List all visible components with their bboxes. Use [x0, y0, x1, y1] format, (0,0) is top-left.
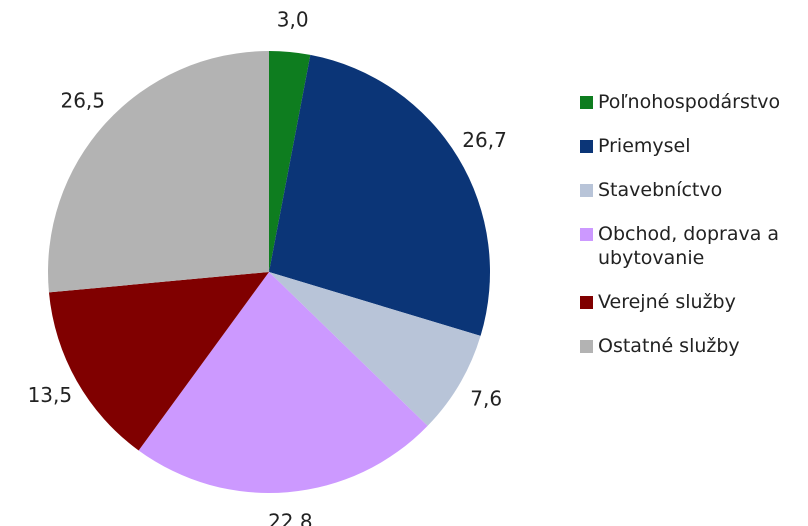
data-label: 22,8 [268, 510, 313, 526]
legend: Poľnohospodárstvo Priemysel Stavebníctvo Ob… [580, 90, 805, 378]
pie-slice [269, 51, 311, 272]
legend-item: Poľnohospodárstvo [580, 90, 805, 114]
legend-swatch [580, 140, 593, 153]
pie-slice [47, 51, 269, 293]
legend-swatch [580, 340, 593, 353]
legend-item: Priemysel [580, 134, 805, 158]
data-label: 7,6 [470, 386, 502, 410]
legend-label: Obchod, doprava a ubytovanie [598, 223, 780, 269]
pie-slice [269, 272, 481, 426]
data-label: 26,7 [462, 128, 507, 152]
data-label: 3,0 [277, 8, 309, 32]
legend-label: Priemysel [598, 135, 691, 157]
legend-item: Obchod, doprava a ubytovanie [580, 222, 805, 270]
pie-slice [48, 272, 269, 451]
legend-label: Poľnohospodárstvo [598, 91, 781, 113]
legend-label: Ostatné služby [598, 335, 740, 357]
legend-item: Verejné služby [580, 290, 805, 314]
data-label: 13,5 [28, 383, 73, 407]
legend-swatch [580, 296, 593, 309]
legend-swatch [580, 96, 593, 109]
legend-swatch [580, 228, 593, 241]
legend-item: Ostatné služby [580, 334, 805, 358]
data-label: 26,5 [60, 89, 105, 113]
pie-slice [138, 272, 428, 493]
legend-item: Stavebníctvo [580, 178, 805, 202]
pie-slice [269, 54, 490, 336]
legend-label: Stavebníctvo [598, 179, 723, 201]
legend-label: Verejné služby [598, 291, 736, 313]
legend-swatch [580, 184, 593, 197]
